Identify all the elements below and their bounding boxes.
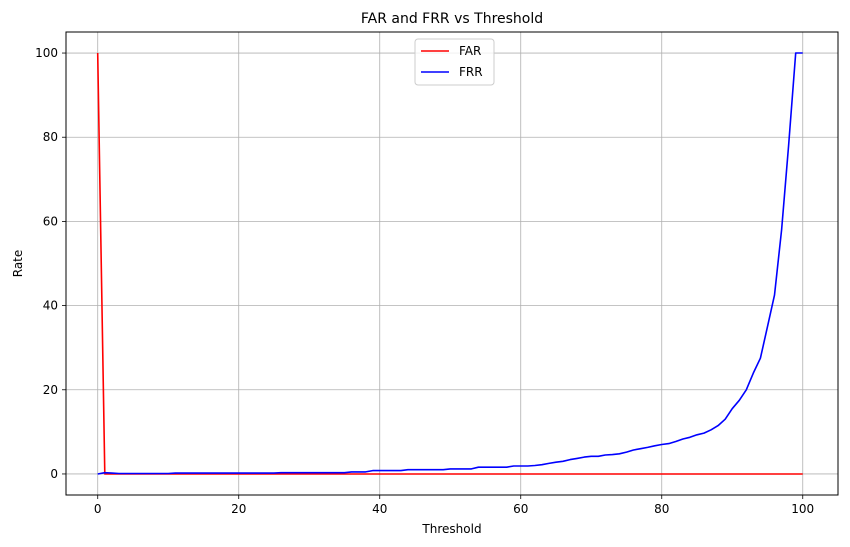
chart-title: FAR and FRR vs Threshold: [361, 11, 543, 27]
x-axis-label: Threshold: [421, 522, 481, 536]
y-tick-label: 80: [43, 130, 58, 144]
ticks: 0 20 40 60 80 100 0 20 40 60 80 100: [35, 46, 814, 516]
x-tick-label: 0: [94, 502, 102, 516]
y-tick-label: 20: [43, 383, 58, 397]
x-tick-label: 100: [791, 502, 814, 516]
y-tick-label: 0: [50, 467, 58, 481]
x-tick-label: 40: [372, 502, 387, 516]
plot-frame: [65, 31, 839, 496]
y-tick-label: 100: [35, 46, 58, 60]
series-line-far: [96, 52, 803, 475]
x-tick-label: 20: [231, 502, 246, 516]
y-tick-label: 60: [43, 214, 58, 228]
y-tick-label: 40: [43, 299, 58, 313]
series-layer: [96, 52, 803, 475]
series-line-frr: [97, 52, 803, 475]
legend: FAR FRR: [414, 38, 495, 86]
legend-label-far: FAR: [459, 44, 481, 58]
legend-label-frr: FRR: [459, 65, 483, 79]
x-tick-label: 60: [513, 502, 528, 516]
x-tick-label: 80: [654, 502, 669, 516]
y-axis-label: Rate: [11, 250, 25, 278]
